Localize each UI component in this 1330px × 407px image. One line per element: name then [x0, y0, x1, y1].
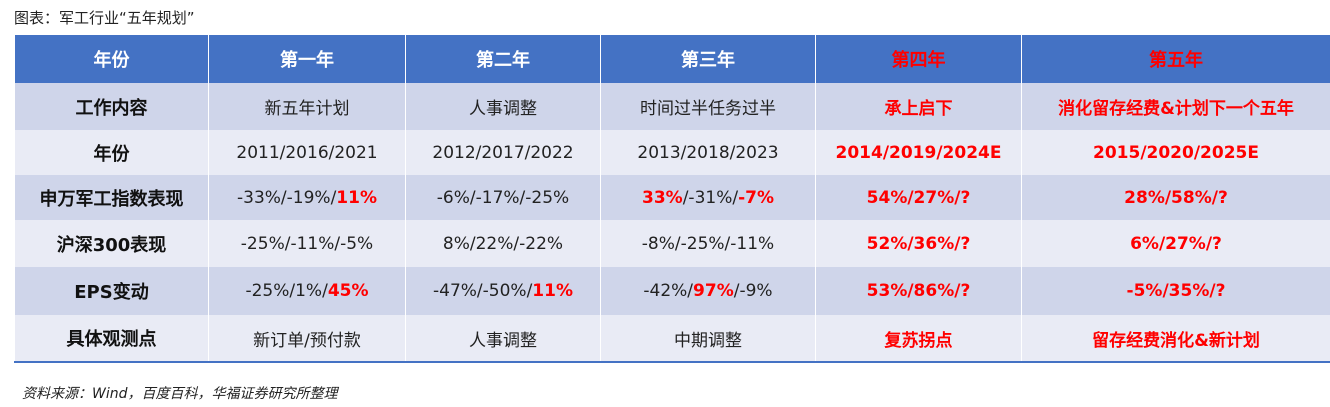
table-row-work-content: 工作内容 新五年计划 人事调整 时间过半任务过半 承上启下 消化留存经费&计划下…	[14, 83, 1330, 130]
table-cell: 52%/36%/?	[815, 220, 1022, 267]
table-cell: 复苏拐点	[815, 315, 1022, 362]
header-year-3: 第三年	[600, 35, 816, 83]
table-cell: 消化留存经费&计划下一个五年	[1021, 83, 1330, 130]
cell-part: /-9%	[733, 281, 773, 301]
cell-part: -47%/-50%/	[433, 281, 533, 301]
cell-part-highlight: 11%	[532, 281, 573, 301]
cell-part: -33%/-19%/	[237, 187, 337, 208]
table-cell: -25%/-11%/-5%	[208, 220, 406, 267]
cell-part-highlight: 33%	[642, 187, 683, 208]
cell-part-highlight: 97%	[693, 281, 734, 301]
cell-part: /-31%/	[682, 187, 739, 208]
table-cell: -42%/97%/-9%	[600, 267, 816, 315]
header-year-4: 第四年	[815, 35, 1022, 83]
table-cell: -33%/-19%/11%	[208, 175, 406, 220]
table-cell: 新五年计划	[208, 83, 406, 130]
header-year-1: 第一年	[208, 35, 406, 83]
row-label: 具体观测点	[14, 315, 209, 362]
table-cell: 28%/58%/?	[1021, 175, 1330, 220]
table-cell: 54%/27%/?	[815, 175, 1022, 220]
table-cell: -8%/-25%/-11%	[600, 220, 816, 267]
header-row: 年份 第一年 第二年 第三年 第四年 第五年	[14, 35, 1330, 83]
table-cell: 留存经费消化&新计划	[1021, 315, 1330, 362]
table-row-eps-change: EPS变动 -25%/1%/45% -47%/-50%/11% -42%/97%…	[14, 267, 1330, 315]
table-cell: 人事调整	[405, 83, 601, 130]
header-label: 年份	[14, 35, 209, 83]
table-cell: -5%/35%/?	[1021, 267, 1330, 315]
table-cell: 2013/2018/2023	[600, 130, 816, 175]
table-cell: -47%/-50%/11%	[405, 267, 601, 315]
table-cell: 53%/86%/?	[815, 267, 1022, 315]
table-cell: 2012/2017/2022	[405, 130, 601, 175]
table-cell: 新订单/预付款	[208, 315, 406, 362]
table-cell: 承上启下	[815, 83, 1022, 130]
row-label: 沪深300表现	[14, 220, 209, 267]
five-year-plan-table: 年份 第一年 第二年 第三年 第四年 第五年 工作内容 新五年计划 人事调整 时…	[14, 35, 1330, 363]
figure-caption: 图表：军工行业“五年规划”	[14, 9, 195, 27]
cell-part: -42%/	[643, 281, 694, 301]
cell-part: -6%/-17%/-25%	[436, 187, 570, 208]
row-label: 工作内容	[14, 83, 209, 130]
table-cell: 33%/-31%/-7%	[600, 175, 816, 220]
row-label: 年份	[14, 130, 209, 175]
table-row-years: 年份 2011/2016/2021 2012/2017/2022 2013/20…	[14, 130, 1330, 175]
cell-part-highlight: 45%	[327, 281, 369, 301]
table-cell: 8%/22%/-22%	[405, 220, 601, 267]
source-note: 资料来源：Wind，百度百科，华福证券研究所整理	[22, 386, 338, 402]
table-row-sw-defense-index: 申万军工指数表现 -33%/-19%/11% -6%/-17%/-25% 33%…	[14, 175, 1330, 220]
table-row-observation-points: 具体观测点 新订单/预付款 人事调整 中期调整 复苏拐点 留存经费消化&新计划	[14, 315, 1330, 362]
header-year-2: 第二年	[405, 35, 601, 83]
header-year-5: 第五年	[1021, 35, 1330, 83]
row-label: 申万军工指数表现	[14, 175, 209, 220]
cell-part-highlight: -7%	[738, 187, 774, 208]
table-cell: -25%/1%/45%	[208, 267, 406, 315]
table-row-csi300: 沪深300表现 -25%/-11%/-5% 8%/22%/-22% -8%/-2…	[14, 220, 1330, 267]
row-label: EPS变动	[14, 267, 209, 315]
table-cell: 人事调整	[405, 315, 601, 362]
table-cell: 2014/2019/2024E	[815, 130, 1022, 175]
table-cell: 中期调整	[600, 315, 816, 362]
table-cell: 时间过半任务过半	[600, 83, 816, 130]
table-cell: 2011/2016/2021	[208, 130, 406, 175]
table-cell: 2015/2020/2025E	[1021, 130, 1330, 175]
cell-part-highlight: 11%	[336, 187, 377, 208]
table-cell: 6%/27%/?	[1021, 220, 1330, 267]
table-cell: -6%/-17%/-25%	[405, 175, 601, 220]
cell-part: -25%/1%/	[245, 281, 328, 301]
